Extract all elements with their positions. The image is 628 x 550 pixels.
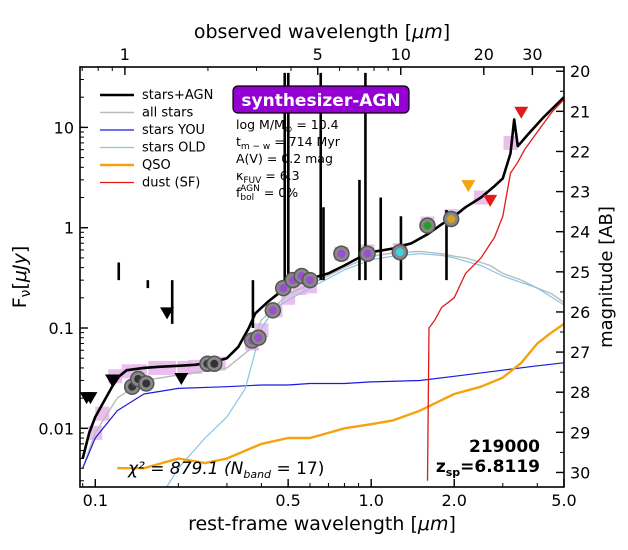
- plot-area: [80, 72, 564, 487]
- mag-tick-label: 23: [570, 183, 590, 202]
- legend-label: dust (SF): [142, 176, 200, 191]
- mag-tick-label: 22: [570, 142, 590, 161]
- legend-label: stars OLD: [142, 141, 206, 156]
- object-id: 219000: [469, 437, 540, 457]
- chi2-label: χ² = 879.1 (Nband = 17): [127, 459, 324, 481]
- redshift-label: zsp=6.8119: [436, 457, 540, 479]
- x-tick-label: 5.0: [551, 491, 576, 510]
- upper-limit-marker: [483, 194, 498, 207]
- plot-frame: [79, 66, 565, 488]
- right-axis-label: magnitude [AB]: [596, 206, 617, 348]
- model-badge-label: synthesizer-AGN: [241, 91, 400, 111]
- upper-limit-marker: [461, 180, 476, 193]
- x2-tick-label: 10: [391, 45, 411, 64]
- legend-label: all stars: [142, 106, 194, 121]
- photometry-point-core: [337, 249, 346, 258]
- upper-limit-marker: [83, 392, 98, 405]
- series-line-2: [82, 362, 564, 469]
- x2-tick-label: 30: [522, 45, 542, 64]
- parameter-line: fbolAGN = 0%: [236, 184, 298, 203]
- y-tick-label: 1: [64, 219, 74, 238]
- photometry-point-core: [305, 276, 314, 285]
- y-tick-label: 0.01: [38, 419, 74, 438]
- mag-tick-label: 21: [570, 102, 590, 121]
- series-line-1: [82, 250, 564, 469]
- mag-tick-label: 24: [570, 223, 590, 242]
- legend-label: stars YOU: [142, 123, 205, 138]
- upper-limit-marker: [105, 374, 120, 387]
- photometry-point-core: [268, 306, 277, 315]
- y-tick-label: 0.1: [49, 319, 74, 338]
- left-axis-label: Fν[μJy]: [9, 246, 34, 309]
- upper-limit-marker: [174, 373, 189, 386]
- mag-tick-label: 29: [570, 423, 590, 442]
- model-badge: synthesizer-AGN: [232, 85, 410, 114]
- photometry-point-core: [447, 215, 456, 224]
- mag-tick-label: 25: [570, 263, 590, 282]
- mag-tick-label: 27: [570, 343, 590, 362]
- mag-tick-label: 20: [570, 62, 590, 81]
- upper-limit-marker: [160, 307, 175, 320]
- photometry-point-core: [279, 284, 288, 293]
- x-tick-label: 0.5: [275, 491, 300, 510]
- mag-tick-label: 28: [570, 383, 590, 402]
- bottom-axis-label: rest-frame wavelength [μm]: [188, 513, 456, 535]
- parameter-line: κFUV = 6.3: [236, 168, 300, 186]
- photometry-point-core: [210, 359, 219, 368]
- series-line-4: [117, 322, 564, 470]
- photometry-point-core: [142, 379, 151, 388]
- y-tick-label: 10: [54, 118, 74, 137]
- photometry-point-core: [395, 248, 404, 257]
- x2-tick-label: 1: [120, 45, 130, 64]
- upper-limit-marker: [514, 106, 529, 119]
- x-tick-label: 0.1: [83, 491, 108, 510]
- legend: stars+AGN all stars stars YOU stars OLD QSO d…: [100, 88, 213, 191]
- photometry-point-core: [254, 333, 263, 342]
- parameter-line: tm − w = 714 Myr: [236, 134, 341, 152]
- x-tick-label: 2.0: [441, 491, 466, 510]
- mag-tick-label: 26: [570, 303, 590, 322]
- series-line-5: [426, 98, 564, 481]
- photometry-point-core: [423, 221, 432, 230]
- legend-label: stars+AGN: [142, 88, 213, 103]
- x2-tick-label: 20: [474, 45, 494, 64]
- mag-tick-label: 30: [570, 463, 590, 482]
- photometry-point-core: [363, 249, 372, 258]
- x-tick-label: 1.0: [358, 491, 383, 510]
- top-axis-label: observed wavelength [μm]: [194, 21, 450, 43]
- legend-label: QSO: [142, 158, 171, 173]
- series-line-3: [165, 253, 564, 487]
- parameter-line: A(V) = 0.2 mag: [236, 151, 333, 166]
- parameter-line: log M/M⊙ = 10.4: [236, 117, 339, 135]
- model-flux-box: [162, 360, 177, 375]
- x2-tick-label: 5: [313, 45, 323, 64]
